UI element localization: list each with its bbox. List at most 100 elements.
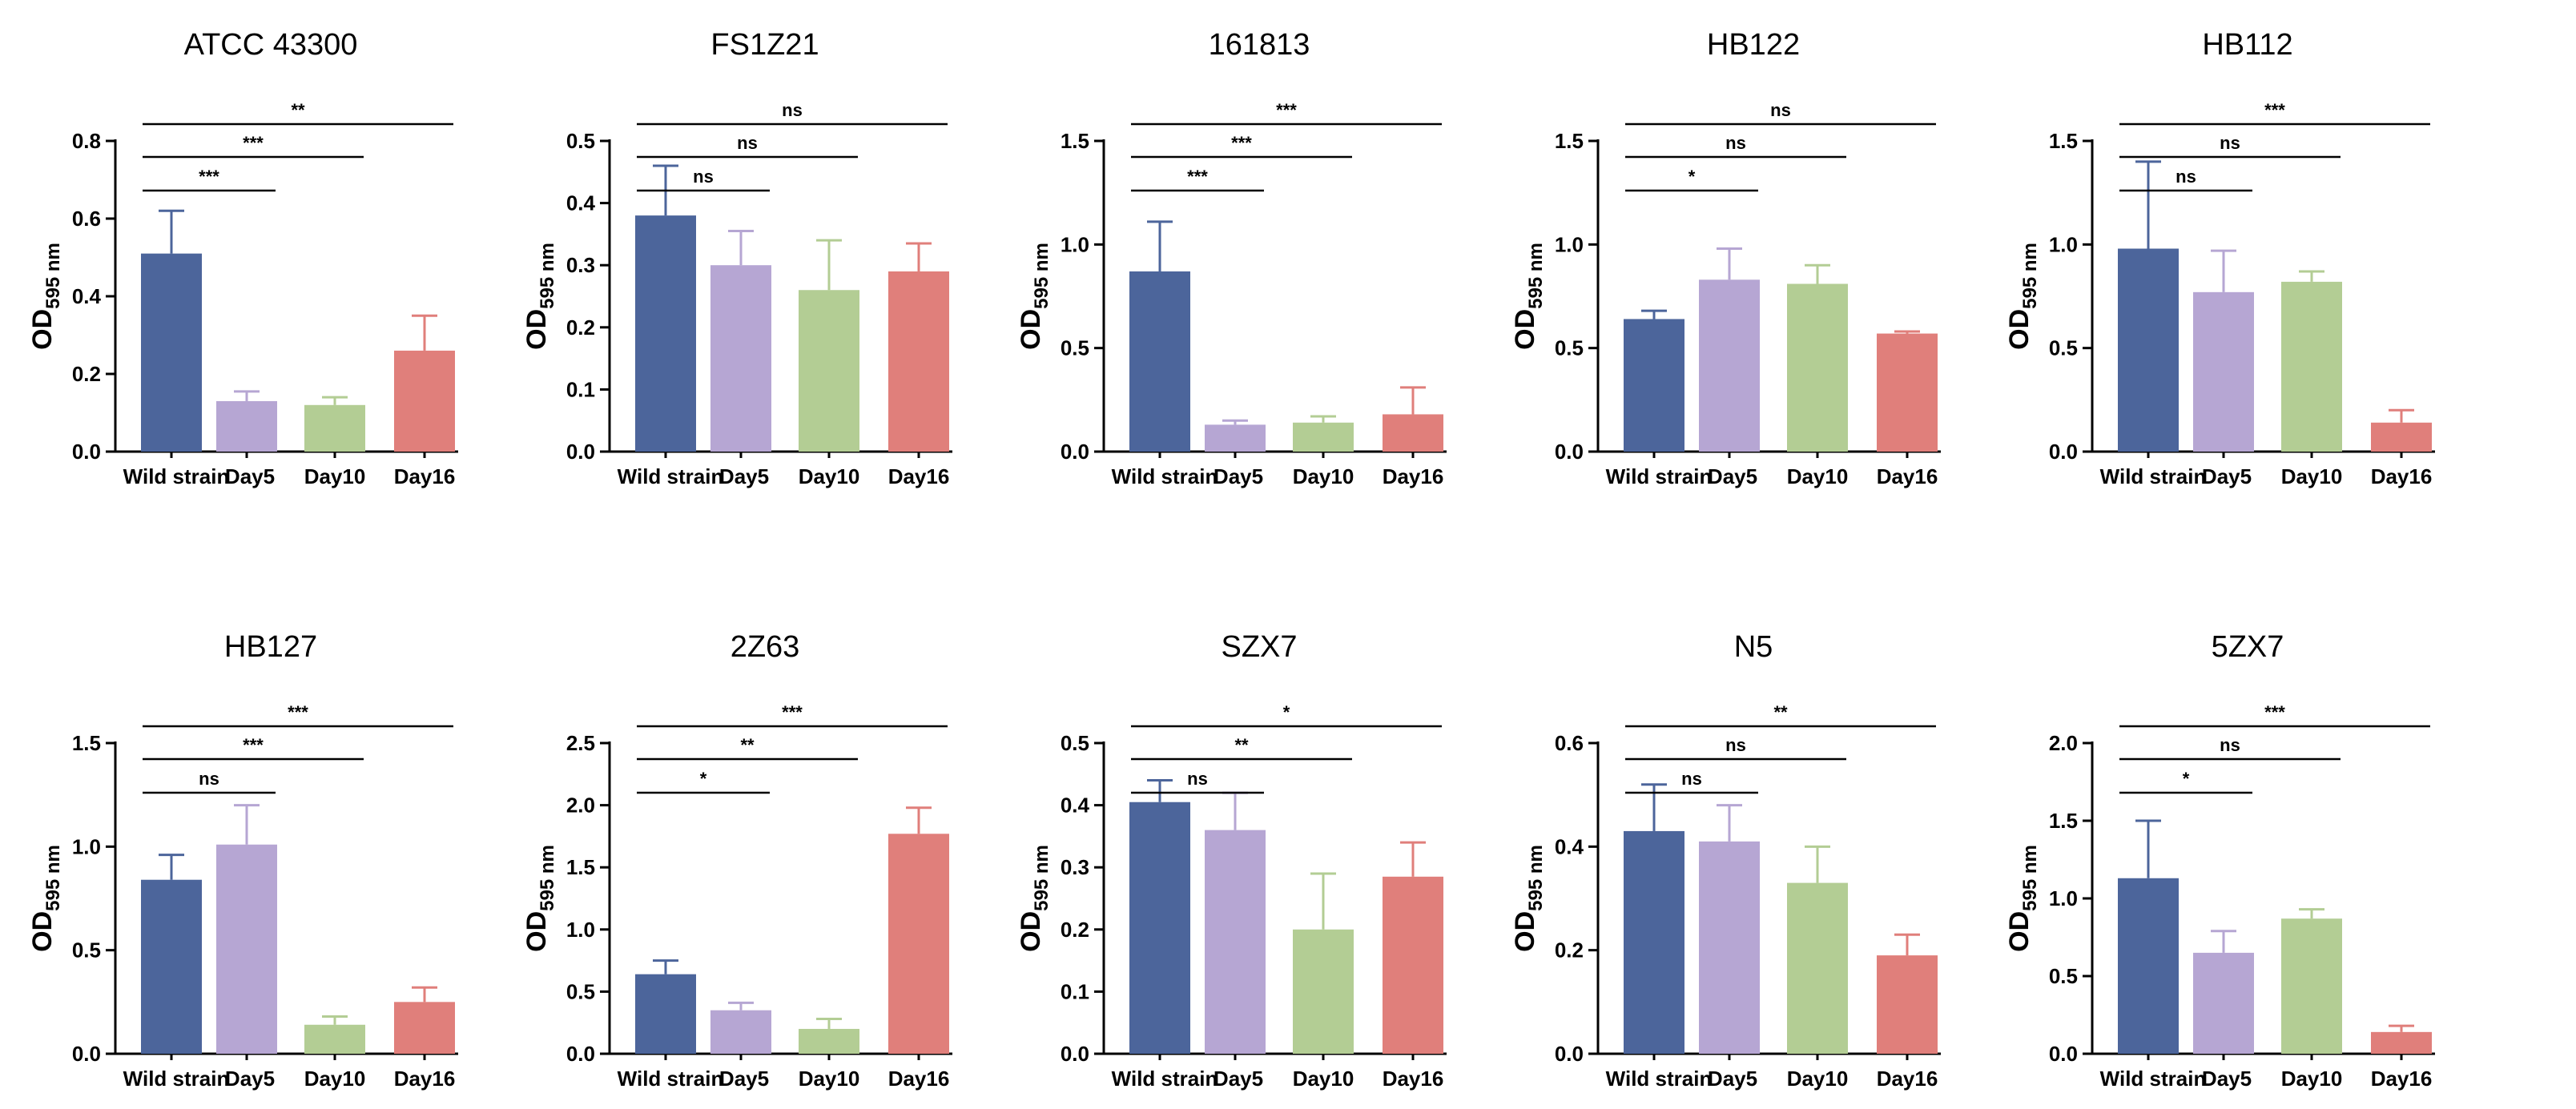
x-tick-label: Day5 (225, 464, 275, 488)
chart-title: HB122 (1707, 28, 1800, 62)
y-tick-label: 1.5 (2049, 809, 2078, 833)
x-tick-label: Wild strain (2100, 464, 2207, 488)
y-tick-label: 0.2 (1061, 918, 1089, 942)
significance-label: ns (1770, 100, 1791, 120)
significance-label: ns (1725, 735, 1746, 755)
y-axis-label-sub: 595 nm (42, 845, 64, 911)
bar (216, 400, 277, 452)
significance-label: ns (2220, 133, 2240, 153)
y-tick-label: 0.0 (566, 1042, 595, 1066)
chart-title: SZX7 (1221, 630, 1297, 664)
bar (1699, 279, 1760, 452)
y-tick-label: 1.0 (72, 834, 101, 858)
y-axis-label: OD595 nm (1016, 845, 1053, 952)
bar (1877, 955, 1938, 1054)
chart-title: HB112 (2202, 28, 2292, 62)
significance-label: ** (291, 100, 305, 120)
bar (2193, 291, 2254, 452)
bar (1787, 283, 1848, 452)
significance-label: ns (2220, 735, 2240, 755)
significance-label: *** (243, 133, 264, 153)
significance-label: *** (2264, 702, 2285, 722)
y-axis-label-main: OD (1510, 309, 1540, 350)
bar (2118, 248, 2179, 452)
y-axis-label: OD595 nm (1510, 243, 1547, 350)
x-tick-label: Day5 (719, 464, 769, 488)
y-axis-label-sub: 595 nm (1031, 243, 1053, 309)
y-axis-label-sub: 595 nm (1031, 845, 1053, 911)
y-tick-label: 0.0 (1555, 1042, 1584, 1066)
x-tick-label: Day10 (304, 1067, 366, 1091)
y-axis-label-sub: 595 nm (42, 243, 64, 309)
x-tick-label: Day10 (1293, 464, 1354, 488)
bar (1205, 424, 1266, 452)
x-tick-label: Day10 (1787, 464, 1849, 488)
y-tick-label: 0.8 (72, 129, 101, 153)
y-axis-label: OD595 nm (1016, 243, 1053, 350)
bar (799, 290, 859, 452)
y-axis-label: OD595 nm (27, 845, 64, 952)
bar (2371, 1031, 2432, 1054)
y-axis-label-main: OD (521, 309, 552, 350)
y-tick-label: 1.0 (2049, 232, 2078, 256)
bar (2281, 918, 2342, 1054)
y-tick-label: 0.4 (1555, 834, 1584, 858)
x-tick-label: Day16 (1877, 464, 1938, 488)
bar (2118, 878, 2179, 1054)
bar (888, 271, 949, 452)
chart-panel: ATCC 43300 OD595 nm 0.0 0.2 0.4 0.6 0.8 Wild st… (27, 28, 458, 488)
x-tick-label: Day5 (2202, 1067, 2252, 1091)
bar (2371, 422, 2432, 452)
y-tick-label: 0.2 (566, 315, 595, 340)
bar (1383, 876, 1443, 1054)
y-tick-label: 0.5 (2049, 336, 2078, 360)
chart-title: HB127 (224, 630, 317, 664)
y-tick-label: 1.0 (2049, 886, 2078, 910)
y-axis-label-main: OD (27, 309, 58, 350)
chart-title: 161813 (1209, 28, 1310, 62)
significance-label: ns (737, 133, 758, 153)
chart-panel: HB127 OD595 nm 0.0 0.5 1.0 1.5 Wild strainDay5… (27, 630, 458, 1091)
x-tick-label: Day16 (2371, 464, 2433, 488)
y-tick-label: 1.0 (566, 918, 595, 942)
bar (1624, 319, 1684, 452)
significance-label: ns (1187, 769, 1208, 789)
y-axis-label: OD595 nm (1510, 845, 1547, 952)
y-axis-label: OD595 nm (2004, 243, 2041, 350)
x-tick-label: Day16 (394, 464, 456, 488)
y-tick-label: 0.0 (72, 1042, 101, 1066)
y-tick-label: 0.0 (2049, 1042, 2078, 1066)
y-tick-label: 0.5 (1061, 336, 1089, 360)
y-tick-label: 0.5 (2049, 964, 2078, 988)
chart-panel: 2Z63 OD595 nm 0.0 0.5 1.0 1.5 2.0 2.5 Wild strai… (521, 630, 952, 1091)
significance-label: ns (782, 100, 803, 120)
x-tick-label: Day16 (1877, 1067, 1938, 1091)
chart-title: N5 (1734, 630, 1773, 664)
y-tick-label: 0.1 (566, 377, 595, 401)
significance-label: ns (2176, 167, 2196, 187)
x-tick-label: Wild strain (618, 464, 724, 488)
x-tick-label: Day10 (2281, 464, 2343, 488)
y-tick-label: 0.5 (1555, 336, 1584, 360)
significance-label: * (700, 769, 707, 789)
y-axis-label-main: OD (521, 911, 552, 952)
bar (304, 404, 365, 452)
bar (394, 350, 455, 452)
y-axis-label: OD595 nm (27, 243, 64, 350)
x-tick-label: Day10 (1787, 1067, 1849, 1091)
significance-label: * (1283, 702, 1290, 722)
y-axis-label: OD595 nm (2004, 845, 2041, 952)
significance-label: ** (1234, 735, 1249, 755)
y-tick-label: 0.2 (1555, 938, 1584, 962)
bar (710, 265, 771, 452)
x-tick-label: Wild strain (1112, 464, 1218, 488)
y-axis-label-main: OD (1016, 309, 1046, 350)
bar (1787, 882, 1848, 1054)
x-tick-label: Day10 (304, 464, 366, 488)
bar (1877, 333, 1938, 452)
y-axis-label-main: OD (27, 911, 58, 952)
x-tick-label: Wild strain (123, 1067, 230, 1091)
